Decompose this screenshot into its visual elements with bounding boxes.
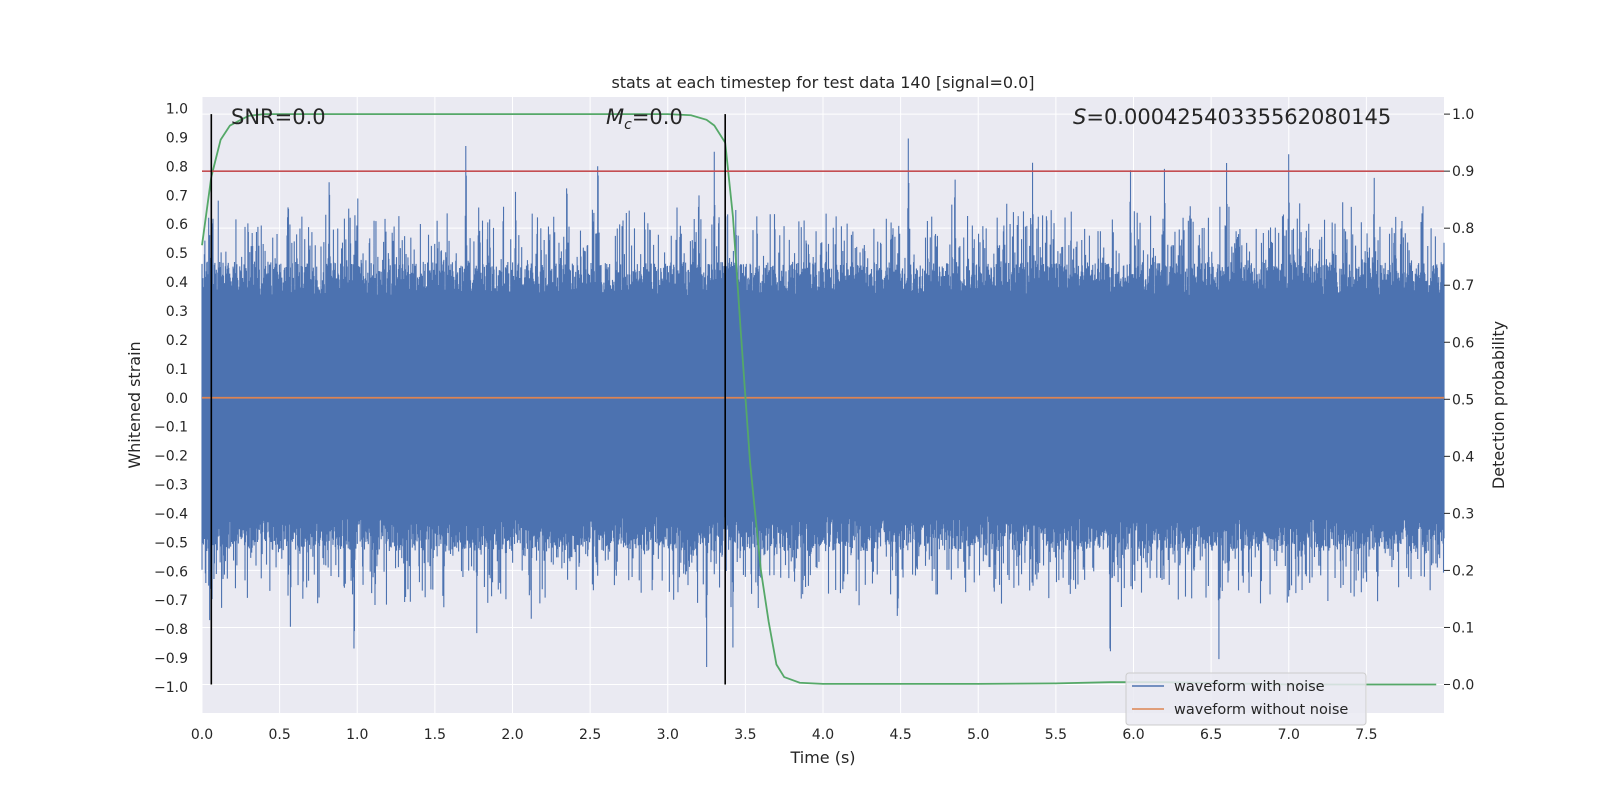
legend: waveform with noise waveform without noi… — [1125, 672, 1367, 726]
x-tick-label-13: 6.5 — [1200, 727, 1222, 743]
s-symbol: S — [1073, 105, 1086, 129]
s-annotation: S=0.00042540335562080145 — [1073, 105, 1391, 129]
x-tick-label-14: 7.0 — [1278, 727, 1300, 743]
y-right-tick-label-6: 0.4 — [1452, 449, 1474, 465]
y-left-tick-label-0: 1.0 — [166, 102, 188, 118]
series-lines — [201, 113, 1444, 686]
y-left-tick-label-1: 0.9 — [166, 130, 188, 146]
chart-title: stats at each timestep for test data 140… — [611, 73, 1034, 92]
y-right-axis-label: Detection probability — [1489, 321, 1508, 489]
y-right-tick-label-9: 0.1 — [1452, 620, 1474, 636]
y-right-tick-label-3: 0.7 — [1452, 278, 1474, 294]
y-right-tick-label-5: 0.5 — [1452, 392, 1474, 408]
y-left-tick-label-4: 0.6 — [166, 217, 188, 233]
vertical-markers — [210, 114, 726, 685]
y-left-tick-label-9: 0.1 — [166, 362, 188, 378]
y-right-tick-label-0: 1.0 — [1452, 107, 1474, 123]
x-axis-ticks: 0.0 0.5 1.0 1.5 2.0 2.5 3.0 3.5 4.0 4.5 5.0 5.5 6.0 6… — [191, 727, 1378, 743]
snr-annotation: SNR=0.0 — [231, 105, 326, 129]
mc-symbol: M — [606, 105, 624, 129]
x-tick-label-2: 1.0 — [346, 727, 368, 743]
mc-value: =0.0 — [632, 105, 683, 129]
y-left-tick-label-15: −0.5 — [154, 535, 188, 551]
y-left-tick-label-5: 0.5 — [166, 246, 188, 262]
legend-entry-clean: waveform without noise — [1174, 702, 1348, 718]
y-right-tick-label-8: 0.2 — [1452, 563, 1474, 579]
x-tick-label-9: 4.5 — [889, 727, 911, 743]
y-left-axis-label: Whitened strain — [125, 341, 144, 468]
x-tick-label-8: 4.0 — [812, 727, 834, 743]
y-left-tick-label-3: 0.7 — [166, 188, 188, 204]
x-tick-label-10: 5.0 — [967, 727, 989, 743]
y-left-tick-label-14: −0.4 — [154, 506, 188, 522]
y-left-tick-label-13: −0.3 — [154, 478, 188, 494]
y-left-tick-label-19: −0.9 — [154, 651, 188, 667]
mc-annotation: Mc=0.0 — [606, 105, 683, 133]
y-left-tick-label-2: 0.8 — [166, 159, 188, 175]
x-tick-label-7: 3.5 — [734, 727, 756, 743]
y-left-axis-ticks: 1.0 0.9 0.8 0.7 0.6 0.5 0.4 0.3 0.2 0.1 0.0 −0.1 −0.… — [154, 102, 188, 696]
y-right-tick-label-1: 0.9 — [1452, 164, 1474, 180]
x-tick-label-11: 5.5 — [1045, 727, 1067, 743]
mc-subscript: c — [624, 117, 632, 133]
y-left-tick-label-17: −0.7 — [154, 593, 188, 609]
y-left-tick-label-11: −0.1 — [154, 420, 188, 436]
y-left-tick-label-12: −0.2 — [154, 449, 188, 465]
y-right-tick-label-4: 0.6 — [1452, 335, 1474, 351]
y-right-tick-label-10: 0.0 — [1452, 677, 1474, 693]
y-left-tick-label-16: −0.6 — [154, 564, 188, 580]
y-left-tick-label-10: 0.0 — [166, 391, 188, 407]
y-left-tick-label-7: 0.3 — [166, 304, 188, 320]
x-tick-label-6: 3.0 — [657, 727, 679, 743]
x-tick-label-4: 2.0 — [501, 727, 523, 743]
legend-box — [1125, 672, 1367, 726]
legend-entry-noise: waveform with noise — [1174, 679, 1325, 695]
x-tick-label-5: 2.5 — [579, 727, 601, 743]
y-right-axis-ticks: 1.0 0.9 0.8 0.7 0.6 0.5 0.4 0.3 0.2 0.1 0.0 — [1444, 107, 1474, 693]
y-left-tick-label-20: −1.0 — [154, 680, 188, 696]
x-tick-label-1: 0.5 — [268, 727, 290, 743]
y-left-tick-label-8: 0.2 — [166, 333, 188, 349]
y-right-tick-label-2: 0.8 — [1452, 221, 1474, 237]
x-tick-label-0: 0.0 — [191, 727, 213, 743]
x-tick-label-3: 1.5 — [424, 727, 446, 743]
series-line-1 — [201, 113, 1437, 686]
y-right-tick-label-7: 0.3 — [1452, 506, 1474, 522]
x-axis-label: Time (s) — [789, 748, 855, 767]
y-left-tick-label-18: −0.8 — [154, 622, 188, 638]
y-left-tick-label-6: 0.4 — [166, 275, 188, 291]
x-tick-label-12: 6.0 — [1122, 727, 1144, 743]
s-value: =0.00042540335562080145 — [1086, 105, 1391, 129]
x-tick-label-15: 7.5 — [1355, 727, 1377, 743]
